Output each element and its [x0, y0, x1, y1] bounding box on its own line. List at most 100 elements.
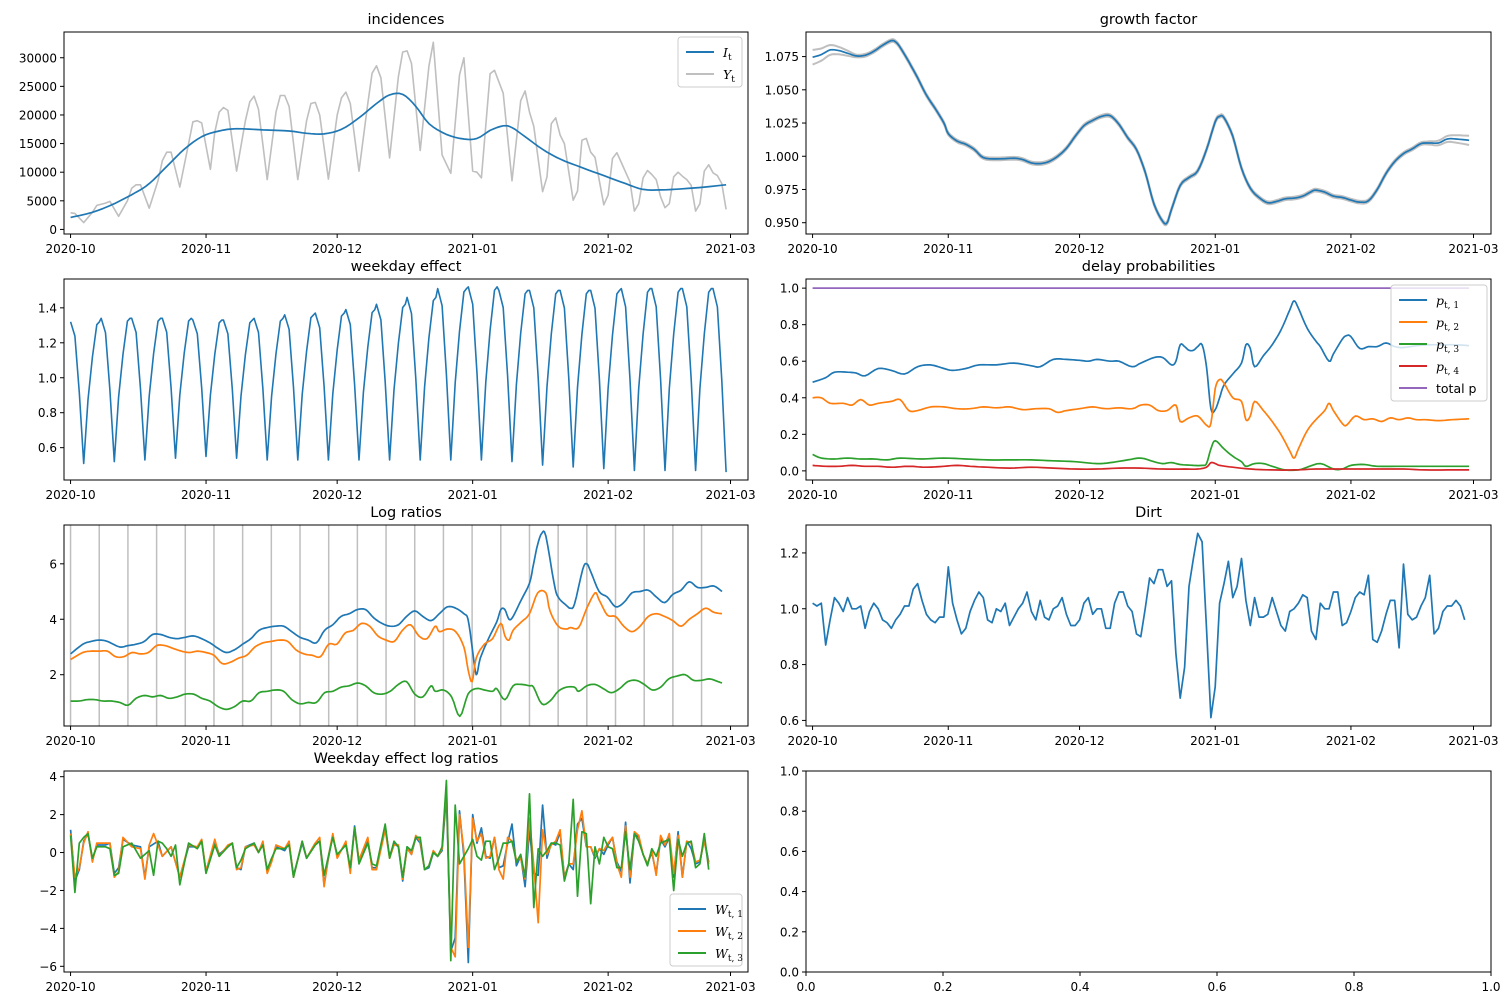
legend-label-subscript: t, 3	[1444, 345, 1459, 355]
x-tick-label: 2020-11	[181, 242, 231, 256]
y-tick-label: 1.0	[780, 282, 799, 296]
x-tick-label: 2021-02	[583, 488, 633, 502]
axes-frame	[63, 278, 749, 481]
y-tick-label: 6	[49, 557, 57, 571]
y-tick-label: 1.4	[38, 301, 57, 315]
x-tick-label: 2021-01	[1190, 488, 1240, 502]
y-tick-label: 0.6	[780, 714, 799, 728]
axes-frame	[63, 770, 749, 973]
legend-label: It	[722, 45, 732, 63]
x-tick-label: 2021-02	[583, 734, 633, 748]
x-tick-label: 2021-03	[705, 242, 755, 256]
x-tick-label: 2021-02	[1326, 734, 1376, 748]
series-dirt	[812, 532, 1466, 719]
x-tick-label: 2020-11	[181, 488, 231, 502]
y-tick-label: 0	[49, 223, 57, 237]
y-tick-label: 0.4	[780, 885, 799, 899]
series-i-t	[70, 92, 727, 219]
series-weekday-effect	[69, 286, 727, 473]
x-tick-label: 2020-12	[312, 734, 362, 748]
y-tick-label: 2	[49, 668, 57, 682]
y-tick-label: 1.000	[765, 150, 799, 164]
plot-area	[812, 38, 1470, 227]
y-tick-label: 0.0	[780, 464, 799, 478]
series-p-t-1	[812, 300, 1470, 414]
y-tick-label: 5000	[26, 194, 57, 208]
y-tick-label: 1.2	[780, 546, 799, 560]
y-tick-label: 4	[49, 613, 57, 627]
y-tick-label: 25000	[19, 80, 57, 94]
x-tick-label: 2021-01	[1190, 242, 1240, 256]
x-tick-label: 2021-01	[448, 488, 498, 502]
series-p-t-4	[812, 461, 1470, 471]
chart-title: Weekday effect log ratios	[314, 751, 499, 767]
y-tick-label: 15000	[19, 137, 57, 151]
axes-frame	[805, 524, 1492, 727]
panel-weekday-effect: 2020-10 2020-11 2020-12 2021-01 2021-02 2021-…	[38, 259, 756, 502]
plot-area	[70, 41, 727, 224]
x-tick-label: 2021-02	[1326, 488, 1376, 502]
y-tick-label: 0.6	[780, 355, 799, 369]
axes-frame	[805, 770, 1492, 973]
y-tick-label: 0.8	[780, 805, 799, 819]
x-tick-label: 2021-02	[583, 980, 633, 994]
chart-title: growth factor	[1100, 12, 1198, 28]
x-tick-label: 0.8	[1344, 980, 1363, 994]
x-tick-label: 2020-10	[45, 242, 95, 256]
x-tick-label: 2020-12	[1054, 488, 1104, 502]
y-tick-label: 0.950	[765, 216, 799, 230]
x-tick-label: 2020-11	[181, 734, 231, 748]
legend-label-subscript: t, 2	[1444, 323, 1459, 333]
x-tick-label: 1.0	[1481, 980, 1500, 994]
x-tick-label: 2020-12	[312, 242, 362, 256]
x-tick-label: 2021-01	[448, 734, 498, 748]
legend-label: total p	[1436, 381, 1477, 396]
axes-frame	[63, 31, 749, 235]
y-tick-label: 0.8	[38, 406, 57, 420]
legend-label-subscript: t	[728, 53, 732, 63]
legend-label-subscript: t, 4	[1444, 367, 1459, 377]
x-tick-label: 0.0	[796, 980, 815, 994]
x-tick-label: 2021-03	[705, 488, 755, 502]
axes-frame	[63, 524, 749, 727]
x-tick-label: 2020-12	[1054, 242, 1104, 256]
legend-label-subscript: t, 1	[728, 910, 743, 920]
x-tick-label: 2021-03	[1448, 734, 1498, 748]
x-tick-label: 2021-01	[448, 980, 498, 994]
plot-area	[69, 525, 723, 726]
y-tick-label: 1.050	[765, 83, 799, 97]
plot-area	[812, 532, 1466, 719]
y-tick-label: 0.975	[765, 183, 799, 197]
y-tick-label: 1.075	[765, 50, 799, 64]
y-tick-label: 2	[49, 808, 57, 822]
x-tick-label: 2021-03	[705, 980, 755, 994]
x-tick-label: 2021-03	[1448, 488, 1498, 502]
series-w-t-2	[69, 785, 710, 958]
x-tick-label: 0.4	[1070, 980, 1089, 994]
y-tick-label: 0.4	[780, 391, 799, 405]
series-w-t-3	[69, 779, 710, 962]
series-y-t	[70, 41, 727, 224]
x-tick-label: 2020-10	[45, 734, 95, 748]
plot-area	[812, 287, 1470, 472]
y-tick-label: 0.8	[780, 658, 799, 672]
legend-label-subscript: t, 3	[728, 954, 743, 964]
y-tick-label: 1.025	[765, 117, 799, 131]
y-tick-label: 0	[49, 846, 57, 860]
legend-label-subscript: t	[731, 75, 735, 85]
x-tick-label: 2020-12	[312, 488, 362, 502]
x-tick-label: 2021-03	[1448, 242, 1498, 256]
y-tick-label: 1.0	[780, 602, 799, 616]
x-tick-label: 2020-12	[312, 980, 362, 994]
chart-title: weekday effect	[351, 259, 462, 275]
axes-frame	[805, 278, 1492, 481]
y-tick-label: −2	[39, 884, 57, 898]
series-growth-factor	[812, 39, 1470, 225]
x-tick-label: 0.2	[933, 980, 952, 994]
series-log-ratio-1	[70, 530, 723, 676]
x-tick-label: 2020-10	[787, 734, 837, 748]
legend-box	[1390, 284, 1488, 402]
x-tick-label: 2020-11	[181, 980, 231, 994]
y-tick-label: 0.2	[780, 925, 799, 939]
